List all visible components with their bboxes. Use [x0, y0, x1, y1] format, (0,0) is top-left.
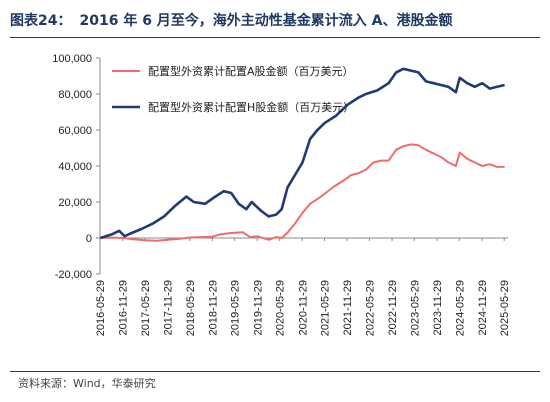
x-tick-label: 2017-11-29 — [163, 280, 175, 335]
x-tick-label: 2022-11-29 — [387, 280, 399, 335]
x-tick-label: 2020-05-29 — [275, 280, 287, 336]
x-tick-label: 2023-05-29 — [409, 280, 421, 336]
figure-title-row: 图表24： 2016 年 6 月至今，海外主动性基金累计流入 A、港股金额 — [10, 6, 540, 34]
x-tick-label: 2016-11-29 — [118, 280, 130, 335]
legend-label-h-share: 配置型外资累计配置H股金额（百万美元） — [148, 100, 354, 114]
y-tick-label: -20,000 — [55, 269, 92, 281]
y-tick-label: 20,000 — [58, 197, 92, 209]
footer-divider — [10, 371, 540, 372]
y-tick-label: 80,000 — [58, 89, 92, 101]
y-tick-label: 100,000 — [52, 53, 92, 65]
title-divider — [10, 37, 540, 38]
series-line-a-share — [100, 143, 505, 242]
x-tick-label: 2024-11-29 — [477, 280, 489, 335]
x-tick-label: 2023-11-29 — [432, 280, 444, 335]
y-tick-label: 0 — [86, 233, 92, 245]
x-tick-label: 2017-05-29 — [140, 280, 152, 336]
x-tick-label: 2024-05-29 — [454, 280, 466, 336]
y-tick-label: 60,000 — [58, 125, 92, 137]
x-tick-label: 2016-05-29 — [95, 280, 107, 336]
x-tick-label: 2020-11-29 — [297, 280, 309, 335]
x-tick-label: 2018-11-29 — [207, 280, 219, 335]
series-line-h-share — [100, 67, 505, 240]
x-tick-label: 2018-05-29 — [185, 280, 197, 336]
x-tick-label: 2019-05-29 — [230, 280, 242, 336]
figure-title: 2016 年 6 月至今，海外主动性基金累计流入 A、港股金额 — [79, 13, 453, 29]
x-tick-label: 2021-11-29 — [342, 280, 354, 335]
x-tick-label: 2021-05-29 — [320, 280, 332, 336]
source-note: 资料来源：Wind，华泰研究 — [18, 377, 156, 390]
x-tick-label: 2025-05-29 — [499, 280, 511, 336]
x-tick-label: 2022-05-29 — [364, 280, 376, 336]
legend-label-a-share: 配置型外资累计配置A股金额（百万美元） — [148, 64, 354, 78]
y-tick-label: 40,000 — [58, 161, 92, 173]
figure-label: 图表24： — [10, 13, 72, 29]
x-tick-label: 2019-11-29 — [252, 280, 264, 335]
